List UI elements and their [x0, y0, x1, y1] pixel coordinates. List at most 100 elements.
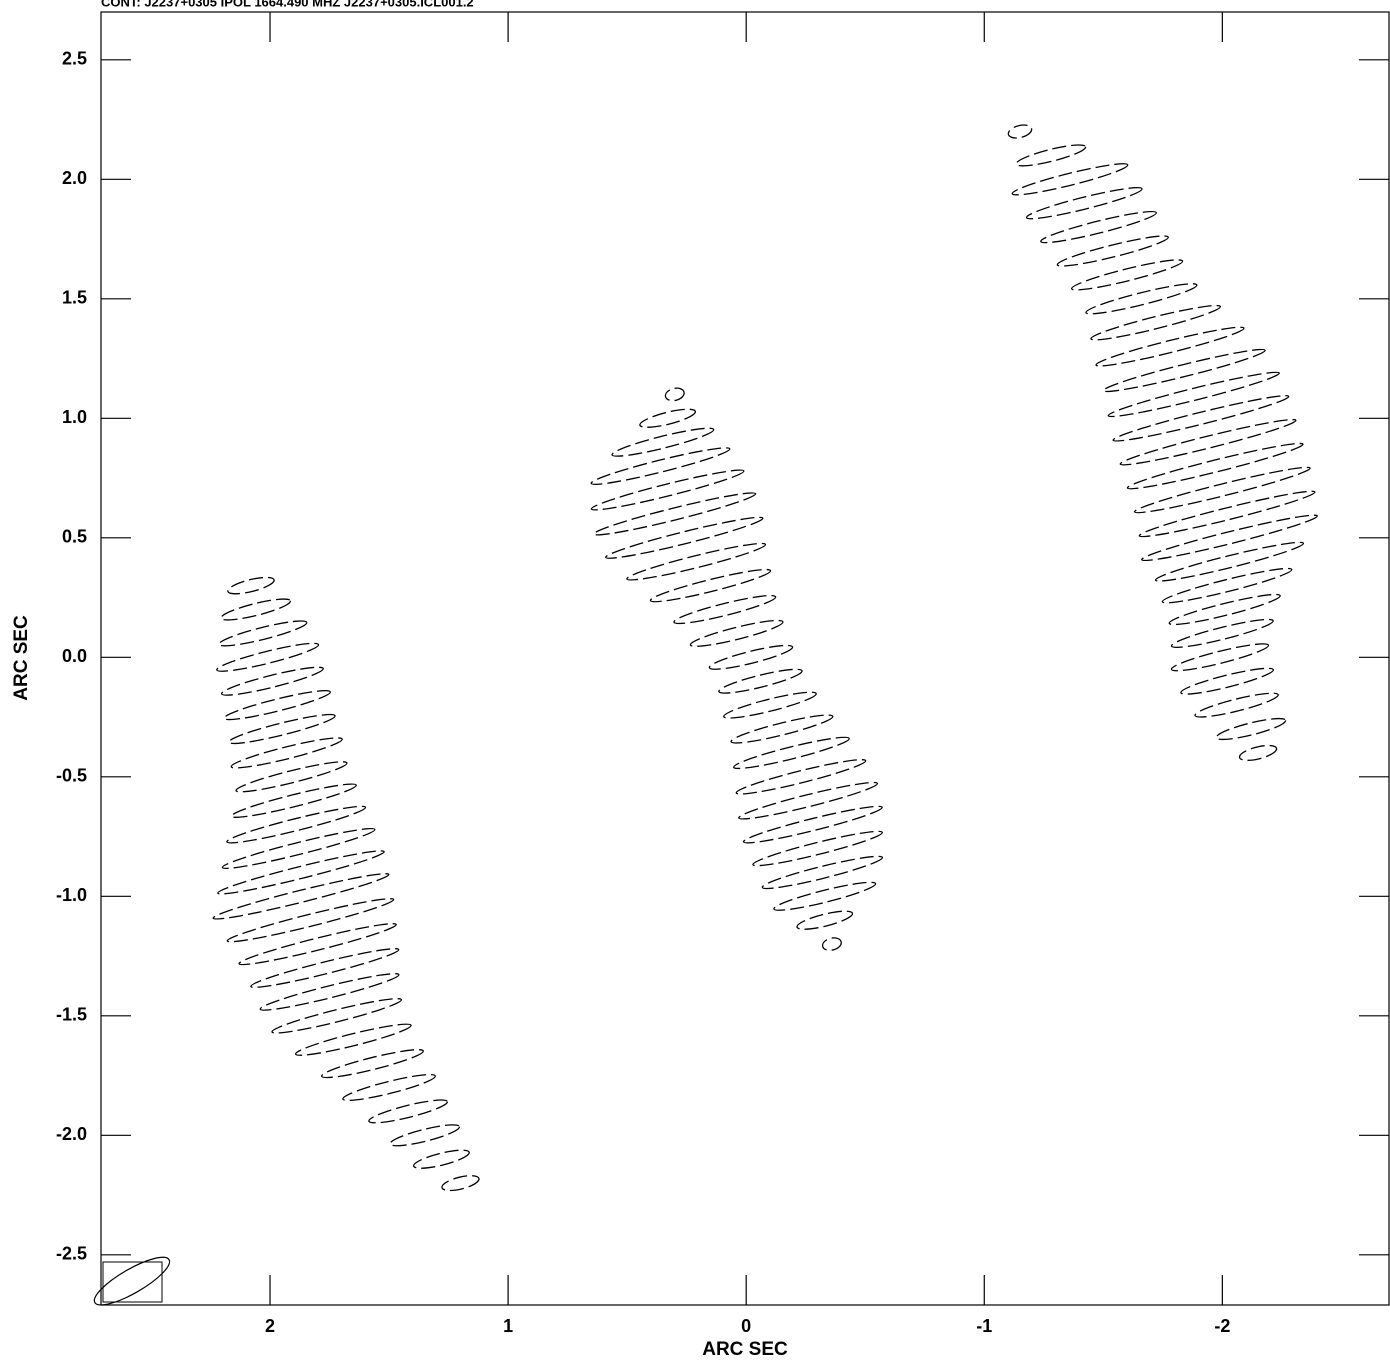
- contour: [1180, 667, 1274, 695]
- y-tick-label: -0.5: [56, 766, 87, 786]
- y-tick-label: 0.5: [62, 527, 87, 547]
- x-tick-label: 2: [265, 1316, 275, 1336]
- y-tick-label: 0.0: [62, 646, 87, 666]
- contour: [605, 516, 764, 559]
- contour: [735, 759, 867, 795]
- contour: [1141, 514, 1318, 562]
- contour: [220, 666, 324, 696]
- contour: [590, 469, 745, 511]
- beam-box: [102, 1261, 163, 1303]
- contour: [227, 576, 275, 595]
- contour: [1138, 490, 1316, 538]
- contour: [1102, 348, 1266, 393]
- y-tick-label: -1.5: [56, 1005, 87, 1025]
- contour: [639, 408, 697, 428]
- y-tick-label: 1.0: [62, 407, 87, 427]
- contour: [223, 689, 331, 721]
- contour: [752, 830, 883, 867]
- contour: [689, 619, 784, 647]
- contour: [320, 1049, 424, 1079]
- contour: [217, 850, 385, 895]
- y-tick-label: -1.0: [56, 885, 87, 905]
- contour: [1056, 235, 1169, 267]
- contour: [1133, 466, 1311, 514]
- contour: [649, 568, 772, 603]
- contour: [226, 898, 395, 943]
- contour: [821, 937, 842, 951]
- contour: [228, 713, 336, 745]
- contour: [271, 998, 403, 1034]
- contour: [742, 805, 883, 844]
- contour: [226, 805, 367, 844]
- plot-frame: [100, 11, 1390, 1306]
- contour: [413, 1149, 470, 1169]
- contour: [664, 387, 685, 402]
- x-tick-label: -1: [976, 1316, 992, 1336]
- contour: [342, 1073, 436, 1102]
- y-tick-label: -2.0: [56, 1124, 87, 1144]
- contour: [738, 781, 879, 820]
- chart-title: CONT: J2237+0305 IPOL 1664.490 MHZ J2237…: [101, 0, 474, 9]
- contour: [593, 492, 757, 536]
- contour: [1085, 283, 1198, 315]
- y-tick-label: 2.0: [62, 168, 87, 188]
- contour: [368, 1099, 449, 1124]
- contour: [1025, 187, 1143, 220]
- contour: [673, 594, 777, 625]
- contour: [1215, 717, 1287, 741]
- contour: [294, 1023, 412, 1056]
- y-axis-label: ARC SEC: [11, 615, 32, 701]
- contour: [1168, 593, 1281, 626]
- y-tick-label: 2.5: [62, 49, 87, 69]
- contour: [1161, 567, 1293, 604]
- contour: [723, 691, 817, 719]
- contour: [1112, 395, 1290, 442]
- contour: [218, 620, 308, 647]
- contour: [1011, 163, 1129, 196]
- contour: [441, 1175, 480, 1192]
- contour: [1154, 541, 1305, 582]
- x-tick-label: 1: [503, 1316, 513, 1336]
- contour: [216, 642, 320, 672]
- contour: [221, 827, 376, 870]
- contour: [1194, 692, 1279, 718]
- contour: [626, 542, 767, 581]
- contour: [1170, 618, 1274, 648]
- contour: [773, 881, 877, 911]
- contour: [1015, 144, 1087, 167]
- beam: [93, 1256, 171, 1306]
- x-tick-label: 0: [741, 1316, 751, 1336]
- contour: [250, 948, 400, 988]
- contour: [1090, 304, 1222, 341]
- x-tick-label: -2: [1214, 1316, 1230, 1336]
- contour: [389, 1124, 461, 1147]
- contour: [590, 447, 731, 485]
- contour: [761, 855, 884, 890]
- contour: [708, 644, 794, 670]
- contour: [1107, 371, 1280, 418]
- y-tick-label: 1.5: [62, 288, 87, 308]
- contour: [730, 714, 834, 744]
- contour: [238, 923, 397, 966]
- contour: [1095, 326, 1245, 367]
- contour: [230, 783, 357, 818]
- contour: [220, 598, 292, 621]
- contour: [1126, 442, 1304, 490]
- contour: [611, 427, 715, 457]
- contour: [230, 737, 343, 769]
- contour: [259, 973, 400, 1011]
- contour: [718, 668, 803, 694]
- y-tick-label: -2.5: [56, 1244, 87, 1264]
- contour: [1170, 643, 1270, 672]
- contour: [796, 910, 854, 930]
- contour: [212, 873, 390, 920]
- contour: [1007, 124, 1033, 139]
- contour: [1040, 210, 1157, 244]
- contour: [1071, 259, 1184, 291]
- contour: [733, 736, 850, 770]
- contour: [1119, 418, 1297, 466]
- contour: [1238, 744, 1278, 761]
- x-axis-label: ARC SEC: [702, 1339, 788, 1360]
- contour: [235, 761, 348, 793]
